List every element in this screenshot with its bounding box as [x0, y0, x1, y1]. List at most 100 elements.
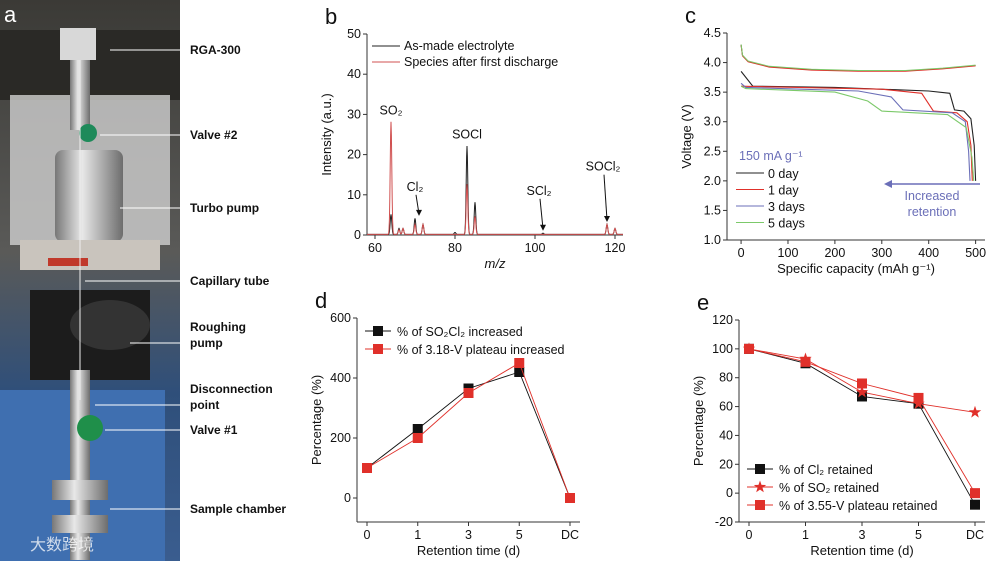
y-tick-label: 1.5	[704, 203, 721, 217]
y-tick-label: 100	[712, 342, 733, 356]
legend-marker	[753, 480, 767, 493]
panel-letter-b: b	[325, 4, 337, 29]
y-tick-label: 4.0	[704, 56, 721, 70]
y-tick-label: 200	[330, 431, 351, 445]
y-tick-label: 20	[347, 148, 361, 162]
y-tick-label: 3.5	[704, 85, 721, 99]
x-tick-label: 60	[368, 241, 382, 255]
arrow-head	[416, 209, 422, 216]
legend-title: 150 mA g⁻¹	[739, 149, 803, 163]
data-point	[514, 367, 525, 377]
peak-label: SO₂	[380, 103, 403, 117]
x-tick-label: 100	[525, 241, 546, 255]
y-tick-label: 80	[719, 371, 733, 385]
x-tick-label: 0	[364, 528, 371, 542]
y-tick-label: 40	[719, 428, 733, 442]
y-tick-label: 0	[354, 228, 361, 242]
photo-label: Capillary tube	[190, 274, 270, 288]
y-tick-label: 600	[330, 311, 351, 325]
series-line-1	[366, 362, 571, 499]
data-point	[855, 385, 869, 398]
x-tick-label: 100	[778, 246, 799, 260]
y-axis-label: Voltage (V)	[679, 104, 694, 168]
chart-c-voltage-profiles: c 1.0 1.5 2.0 2.5 3.0 3.5 4.0 4.5 0 100 200 300 400 50…	[679, 3, 986, 276]
arrow-head	[604, 215, 610, 222]
charge-curve	[740, 44, 976, 71]
chart-b-mass-spectrum: b 0 10 20 30 40 50 60 80 100 120 m/z Intensity (a.u.…	[319, 4, 625, 271]
peak-label: SOCl	[452, 128, 482, 142]
photo-label: Valve #1	[190, 423, 238, 437]
y-axis-label: Percentage (%)	[309, 375, 324, 465]
y-tick-label: 0	[344, 491, 351, 505]
panel-a: a RGA-300 Valve #2 Turbo pump Capillary tub…	[0, 0, 286, 561]
x-tick-label: 0	[746, 528, 753, 542]
chart-e-percentage-retained: e -20 0 20 40 60 80 100 120 0 1 3 5 DC Retention time …	[691, 290, 985, 558]
y-tick-label: 2.0	[704, 174, 721, 188]
photo-label: point	[190, 398, 219, 412]
chart-d-percentage-increased: d 0 200 400 600 0 1 3 5 DC Retention time (d) Perce…	[309, 288, 580, 558]
y-axis-label: Percentage (%)	[691, 376, 706, 466]
data-point	[913, 392, 924, 403]
legend-label: % of 3.55-V plateau retained	[779, 499, 937, 513]
legend-label: % of SO₂Cl₂ increased	[397, 325, 523, 339]
y-tick-label: 10	[347, 188, 361, 202]
arrow-line	[539, 198, 544, 229]
x-axis-label: m/z	[485, 256, 506, 271]
legend-label: % of 3.18-V plateau increased	[397, 343, 565, 357]
y-tick-label: 1.0	[704, 233, 721, 247]
photo-label: Disconnection	[190, 382, 273, 396]
arrow-head	[540, 224, 546, 231]
legend-label: 3 days	[768, 200, 805, 214]
x-tick-label: 1	[802, 528, 809, 542]
x-tick-label: 3	[465, 528, 472, 542]
data-point	[800, 356, 811, 367]
data-point	[412, 424, 423, 434]
photo-label: Valve #2	[190, 128, 238, 142]
legend-label: % of Cl₂ retained	[779, 463, 873, 477]
x-axis-label: Retention time (d)	[417, 543, 520, 558]
apparatus-photo	[0, 0, 180, 561]
peak-label: SCl₂	[527, 184, 552, 198]
x-tick-label: 300	[871, 246, 892, 260]
legend-label: Species after first discharge	[404, 55, 558, 69]
y-tick-label: 30	[347, 107, 361, 121]
series-line-0	[367, 145, 623, 235]
series-line-1	[367, 121, 623, 235]
x-tick-label: 200	[824, 246, 845, 260]
data-point	[857, 378, 867, 389]
photo-label: Sample chamber	[190, 502, 286, 516]
x-tick-label: 3	[859, 528, 866, 542]
x-axis-label: Retention time (d)	[810, 543, 913, 558]
x-axis-label: Specific capacity (mAh g⁻¹)	[777, 261, 935, 276]
legend-marker	[755, 500, 765, 510]
photo-label: Roughing	[190, 320, 246, 334]
data-point	[565, 493, 575, 503]
legend-label: % of SO₂ retained	[779, 481, 879, 495]
y-tick-label: 4.5	[704, 26, 721, 40]
y-tick-label: 2.5	[704, 144, 721, 158]
data-point	[514, 358, 525, 368]
photo-label: pump	[190, 336, 223, 350]
y-tick-label: 120	[712, 313, 733, 327]
x-tick-label: DC	[561, 528, 579, 542]
y-tick-label: 20	[719, 457, 733, 471]
y-tick-label: 60	[719, 400, 733, 414]
panel-letter-d: d	[315, 288, 327, 313]
x-tick-label: DC	[966, 528, 984, 542]
x-tick-label: 1	[414, 528, 421, 542]
y-tick-label: 50	[347, 27, 361, 41]
data-point	[970, 488, 980, 499]
photo-label: Turbo pump	[190, 201, 259, 215]
legend-marker	[373, 344, 383, 354]
legend-label: As-made electrolyte	[404, 39, 515, 53]
legend-marker	[755, 464, 765, 474]
x-tick-label: 80	[448, 241, 462, 255]
data-point	[744, 343, 754, 354]
x-tick-label: 5	[915, 528, 922, 542]
peak-label: Cl₂	[407, 180, 424, 194]
watermark: 大数跨境	[30, 535, 94, 554]
discharge-curve-2	[740, 82, 971, 181]
panel-letter-a: a	[4, 2, 17, 27]
y-tick-label: 0	[726, 486, 733, 500]
